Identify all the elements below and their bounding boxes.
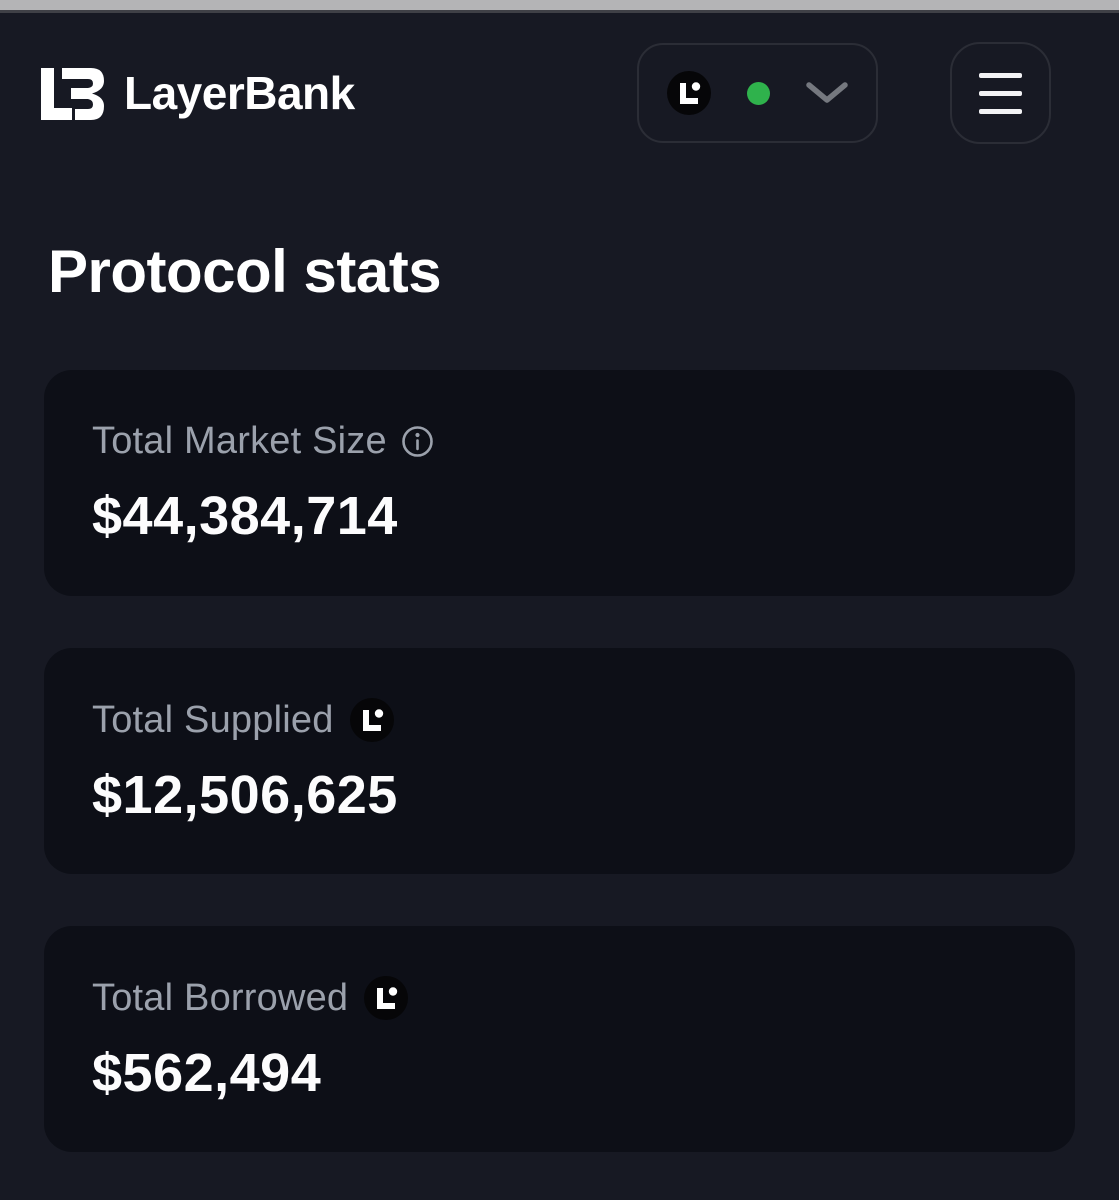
stat-label: Total Supplied [92,698,334,741]
stat-card-total-supplied: Total Supplied $12,506,625 [44,648,1075,874]
stat-value: $12,506,625 [92,765,398,825]
stat-card-total-market-size: Total Market Size $44,384,714 [44,370,1075,596]
stat-label-row: Total Market Size [92,420,1027,463]
hamburger-menu-button[interactable] [950,42,1051,144]
page-title: Protocol stats [48,238,442,305]
header-controls [637,42,1051,144]
network-status-dot [747,81,770,105]
stat-label: Total Borrowed [92,976,349,1019]
network-selector-button[interactable] [637,43,878,143]
app-header: LayerBank [0,13,1119,173]
stat-value: $562,494 [92,1043,322,1103]
info-icon[interactable] [401,425,434,458]
stat-card-total-borrowed: Total Borrowed $562,494 [44,926,1075,1152]
layerbank-l-badge-icon [364,976,409,1020]
status-bar-strip [0,0,1119,13]
layerbank-chain-icon [667,71,711,115]
protocol-stats-cards: Total Market Size $44,384,714 Total Supp… [44,370,1075,1152]
brand-name: LayerBank [124,67,355,119]
stat-label: Total Market Size [92,420,387,462]
layerbank-logo[interactable]: LayerBank [40,66,355,120]
stat-value: $44,384,714 [92,486,398,546]
hamburger-icon [979,72,1022,78]
stat-label-row: Total Supplied [92,698,1027,742]
layerbank-logo-icon [41,68,104,120]
chevron-down-icon [806,82,848,103]
stat-label-row: Total Borrowed [92,976,1027,1020]
layerbank-l-badge-icon [349,698,394,742]
